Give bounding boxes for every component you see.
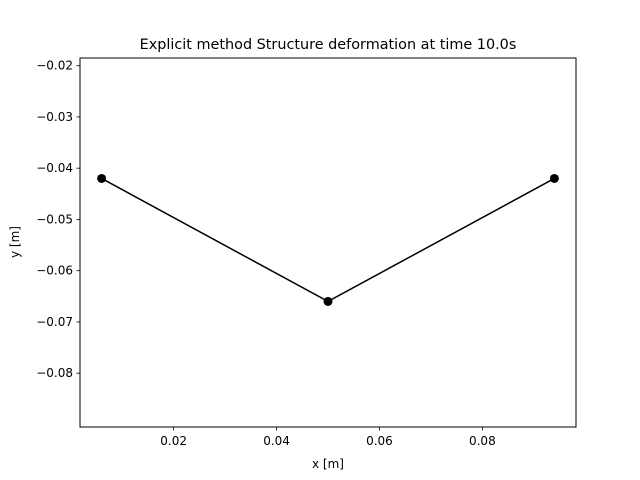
data-point [323,296,333,306]
y-tick-label: −0.08 [36,366,73,380]
x-axis-label: x [m] [312,457,344,471]
y-tick-label: −0.05 [36,212,73,226]
series-layer [97,173,559,306]
data-point [549,173,559,183]
x-axis-ticks: 0.02 0.04 0.06 0.08 [160,427,496,448]
axes-frame [79,57,577,428]
plot-area [80,58,576,427]
data-point [97,173,107,183]
y-tick-label: −0.03 [36,110,73,124]
axes-background [80,58,576,427]
y-axis-label: y [m] [8,226,22,258]
x-tick-label: 0.02 [160,434,187,448]
x-tick-label: 0.06 [366,434,393,448]
y-tick-label: −0.02 [36,59,73,73]
chart-title: Explicit method Structure deformation at… [140,37,517,53]
y-tick-label: −0.07 [36,315,73,329]
x-tick-label: 0.08 [469,434,496,448]
y-tick-label: −0.04 [36,161,73,175]
x-tick-label: 0.04 [263,434,290,448]
y-axis-ticks: −0.02 −0.03 −0.04 −0.05 −0.06 −0.07 −0.08 [36,59,80,380]
y-tick-label: −0.06 [36,264,73,278]
